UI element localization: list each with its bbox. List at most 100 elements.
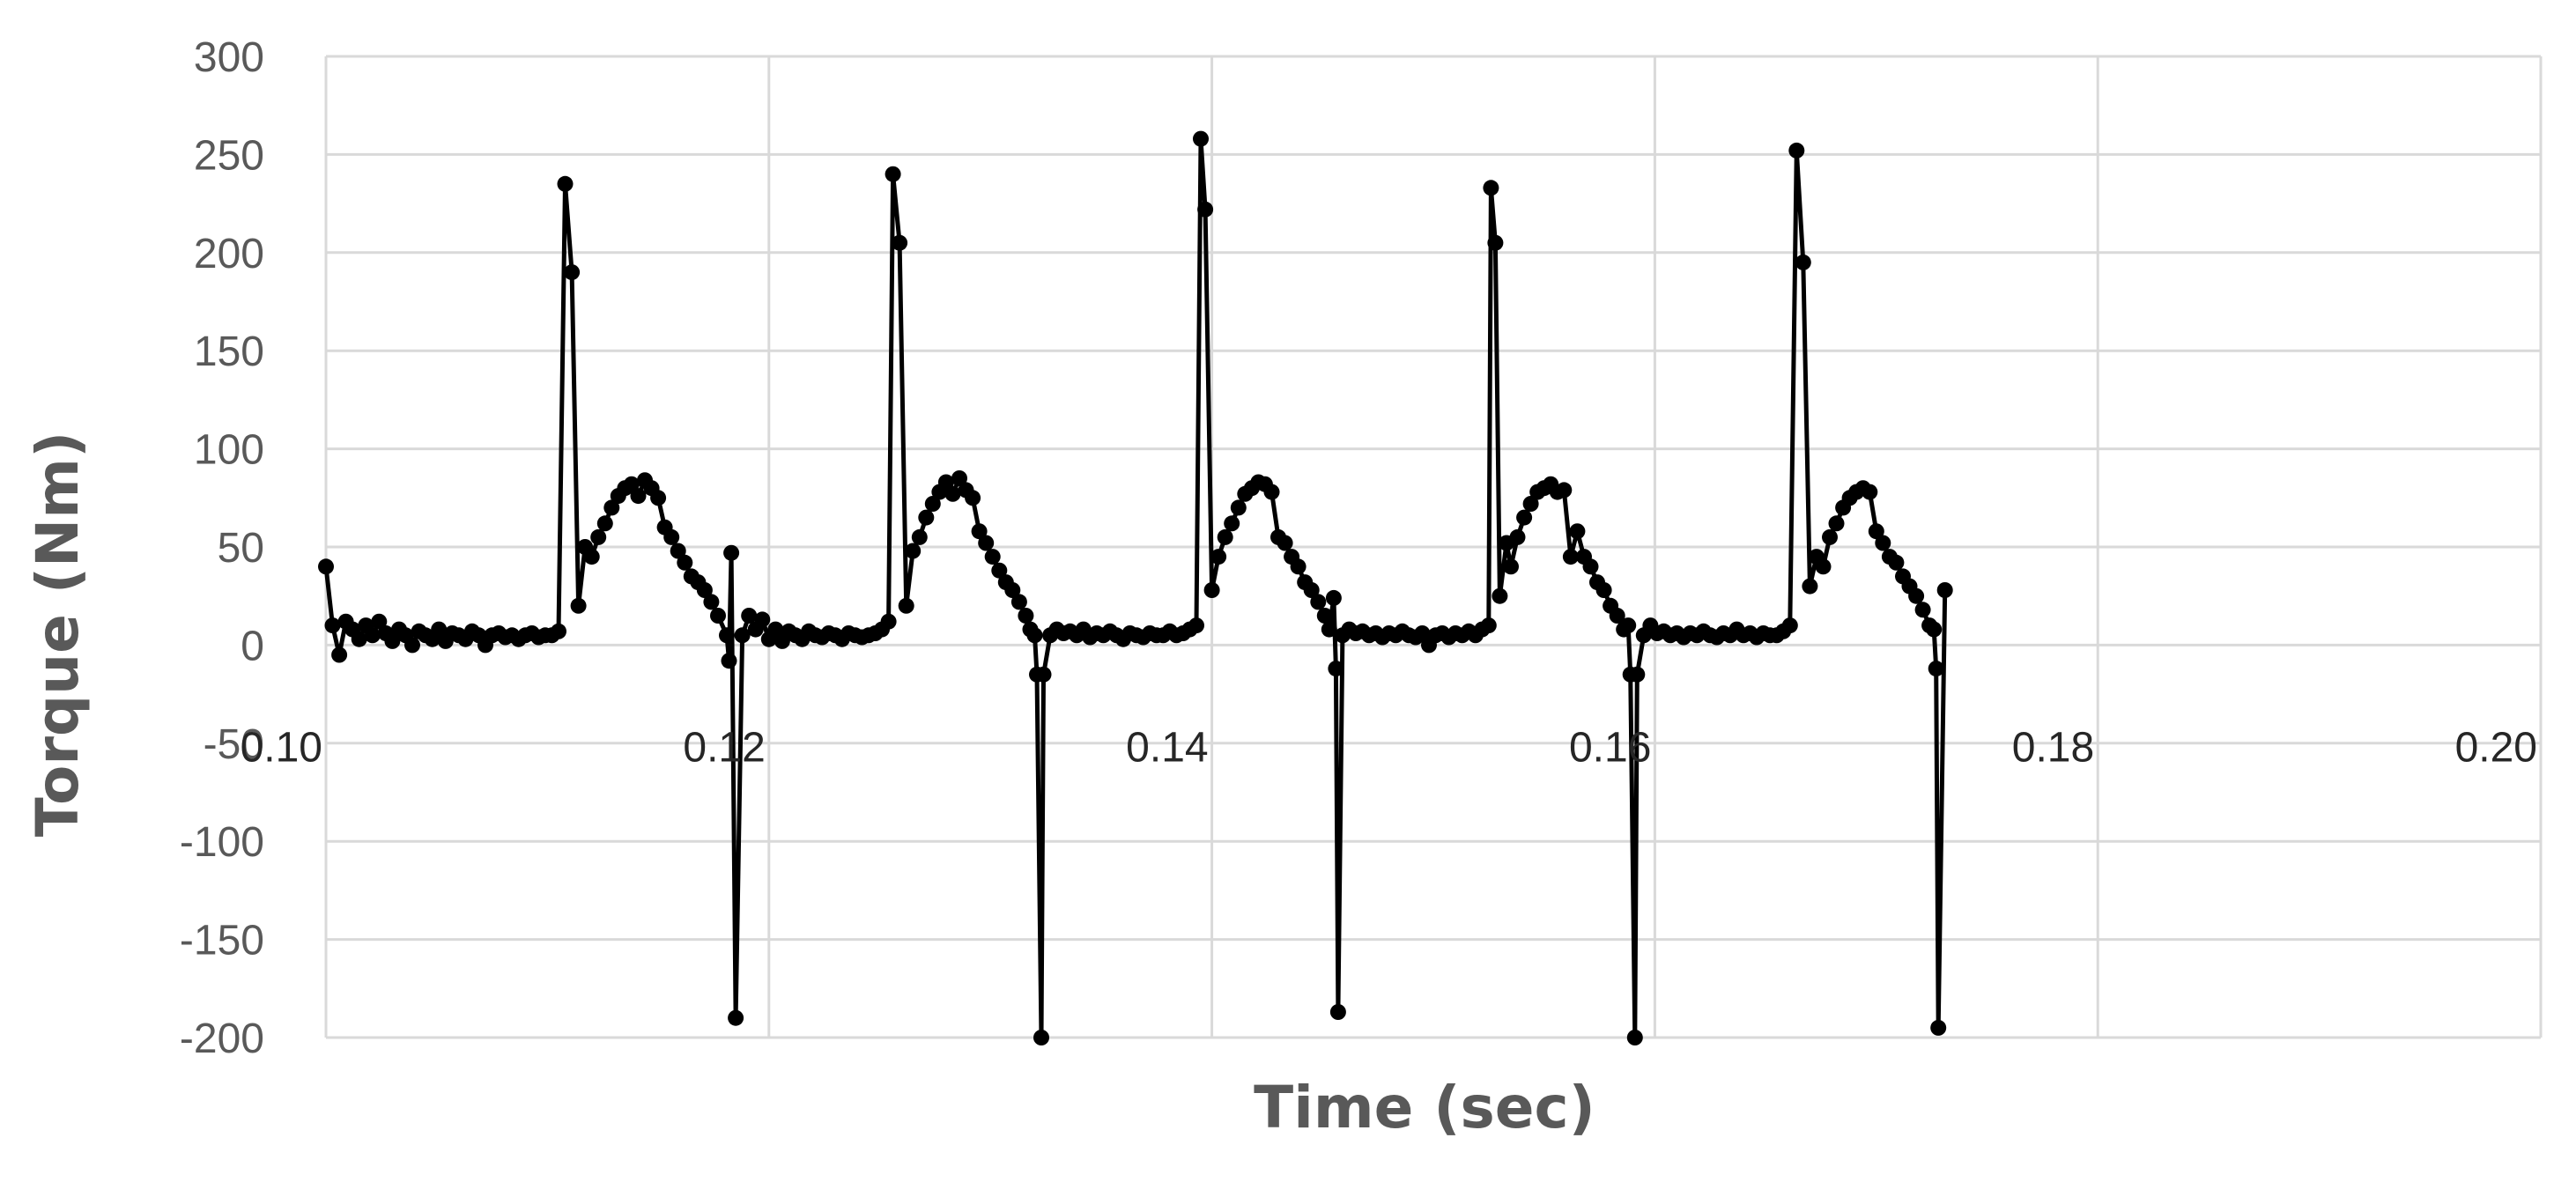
data-point: [596, 515, 613, 532]
data-point: [965, 490, 981, 506]
data-point: [1620, 617, 1637, 634]
x-tick-label: 0.12: [683, 724, 765, 771]
data-point: [892, 234, 908, 251]
data-point: [1483, 180, 1499, 196]
data-point: [951, 470, 967, 486]
data-point: [677, 554, 693, 571]
data-point: [564, 264, 581, 281]
y-tick-label: 300: [194, 34, 264, 81]
data-point: [1626, 1030, 1643, 1045]
data-point: [384, 632, 401, 649]
data-point: [1321, 621, 1337, 638]
data-point: [991, 562, 1008, 579]
data-point: [318, 558, 334, 575]
data-point: [1277, 535, 1293, 551]
data-point: [1480, 617, 1497, 634]
data-point: [880, 613, 897, 630]
data-point: [1010, 594, 1027, 610]
data-point: [1487, 234, 1504, 251]
data-point: [978, 535, 995, 551]
data-point: [1290, 558, 1307, 575]
data-point: [728, 1009, 744, 1026]
data-point: [1562, 549, 1579, 565]
data-point: [1414, 625, 1431, 641]
series: [318, 130, 1953, 1045]
data-point: [431, 621, 448, 638]
data-point: [1781, 617, 1798, 634]
data-point: [1217, 528, 1233, 545]
data-point: [1522, 496, 1539, 512]
data-point: [1926, 621, 1943, 638]
y-tick-label: 50: [218, 525, 264, 572]
data-point: [1188, 617, 1204, 634]
data-point: [1822, 528, 1838, 545]
data-point: [1503, 558, 1519, 575]
data-point: [1018, 608, 1034, 624]
data-point: [898, 597, 914, 614]
data-point: [1026, 627, 1043, 644]
data-point: [583, 549, 600, 565]
data-point: [723, 544, 740, 561]
data-point: [670, 543, 686, 559]
data-point: [721, 653, 737, 669]
data-point: [1303, 582, 1320, 598]
data-point: [1569, 523, 1586, 540]
data-point: [590, 528, 607, 545]
data-point: [404, 637, 420, 654]
data-point: [650, 490, 667, 506]
data-point: [1928, 661, 1944, 677]
data-point: [1004, 582, 1021, 598]
data-point: [1828, 515, 1845, 532]
y-tick-label: 0: [241, 623, 264, 669]
data-point: [371, 613, 388, 630]
data-point: [1263, 484, 1280, 500]
data-point: [364, 627, 381, 644]
data-point: [630, 488, 647, 505]
data-point: [1310, 594, 1327, 610]
data-point: [1875, 535, 1891, 551]
y-tick-label: -50: [204, 721, 264, 768]
data-point: [1595, 582, 1612, 598]
data-point: [754, 611, 771, 628]
data-point: [1914, 602, 1931, 618]
x-tick-label: 0.16: [1569, 724, 1651, 771]
data-point: [937, 474, 954, 491]
data-point: [570, 597, 587, 614]
data-point: [1210, 549, 1227, 565]
data-point: [1316, 608, 1333, 624]
data-point: [1908, 587, 1925, 604]
x-tick-label: 0.10: [241, 724, 322, 771]
data-point: [918, 509, 935, 526]
data-point: [905, 543, 922, 559]
data-point: [1203, 582, 1220, 598]
data-point: [719, 627, 735, 644]
data-point: [663, 528, 680, 545]
data-point: [984, 549, 1001, 565]
data-point: [1868, 523, 1884, 540]
data-point: [1224, 515, 1240, 532]
y-tick-label: 250: [194, 132, 264, 179]
data-point: [1556, 482, 1573, 499]
data-point: [1328, 661, 1344, 677]
data-point: [1936, 582, 1953, 598]
data-point: [1033, 1030, 1049, 1045]
data-point: [1509, 528, 1526, 545]
data-point: [557, 175, 574, 192]
data-point: [703, 594, 720, 610]
data-point: [696, 582, 713, 598]
data-point: [710, 608, 726, 624]
y-axis-title: Torque (Nm): [24, 432, 92, 837]
data-point: [1795, 254, 1811, 270]
data-point: [924, 496, 941, 512]
data-point: [741, 608, 758, 624]
data-point: [1815, 558, 1832, 575]
data-point: [603, 499, 620, 516]
x-tick-label: 0.14: [1126, 724, 1208, 771]
data-point: [734, 627, 751, 644]
data-point: [1035, 666, 1052, 683]
data-point: [1862, 484, 1878, 500]
data-point: [351, 631, 367, 647]
y-tick-label: 150: [194, 329, 264, 375]
x-tick-label: 0.18: [2012, 724, 2094, 771]
